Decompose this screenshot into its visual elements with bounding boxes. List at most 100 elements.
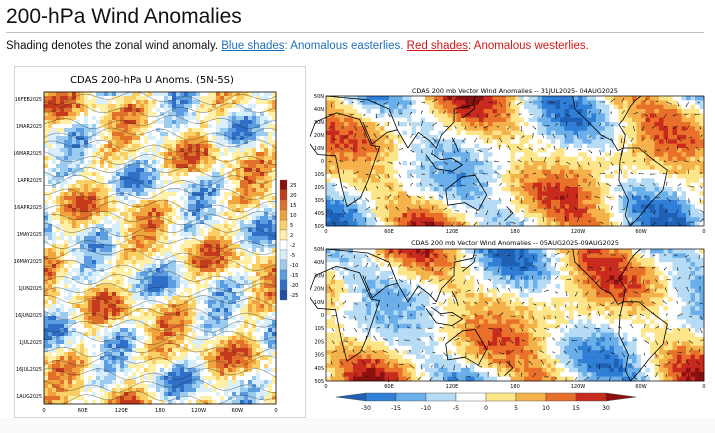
red-shades-link[interactable]: Red shades — [406, 40, 469, 52]
map-lat-label: 10S — [314, 172, 324, 178]
map-lon-label: 60W — [635, 229, 646, 235]
map-lon-label: 0 — [702, 384, 705, 390]
hovmoller-colorbar-label: -20 — [290, 283, 298, 289]
map-top-lat-labels: 50N 40N 30N 20N 10N 0 10S 20S 30S 40S 50S — [314, 94, 324, 230]
hovmoller-date-label: 16FEB2025 — [15, 97, 42, 103]
hovmoller-date-label: 1APR2025 — [17, 178, 42, 184]
hovmoller-colorbar-swatch — [279, 289, 288, 301]
blue-shades-link[interactable]: Blue shades — [221, 40, 285, 52]
page-title: 200-hPa Wind Anomalies — [6, 5, 242, 28]
hovmoller-date-label: 16MAY2025 — [14, 259, 42, 265]
hovmoller-date-label: 1AUG2025 — [16, 394, 42, 400]
title-divider — [6, 32, 704, 33]
map-colorbar-swatch — [545, 392, 577, 402]
map-colorbar-label: 30 — [602, 405, 610, 412]
map-colorbar-swatch — [425, 392, 457, 402]
hovmoller-colorbar-swatch — [279, 259, 288, 271]
red-shades-text: : Anomalous westerlies. — [468, 40, 589, 52]
map-top-axes-box — [325, 95, 705, 227]
map-colorbar-swatch — [365, 392, 397, 402]
hovmoller-lon-label: 120E — [115, 408, 128, 414]
map-lat-label: 10N — [314, 300, 324, 306]
map-colorbar-swatch — [455, 392, 487, 402]
map-lat-label: 40N — [314, 260, 324, 266]
map-lon-label: 60W — [635, 384, 646, 390]
map-lat-label: 50N — [314, 94, 324, 100]
hovmoller-date-label: 16MAR2025 — [14, 151, 42, 157]
vector-wind-map-bottom[interactable]: CDAS 200 mb Vector Wind Anomalies -- 05A… — [310, 236, 708, 392]
hovmoller-figure[interactable]: CDAS 200-hPa U Anoms. (5N-5S) 16FEB20251… — [14, 66, 306, 418]
map-colorbar-label: 15 — [572, 405, 580, 412]
map-lat-label: 20S — [314, 185, 324, 191]
map-colorbar-label: 0 — [484, 405, 488, 412]
map-lon-label: 180 — [510, 229, 520, 235]
hovmoller-date-label: 1MAR2025 — [16, 124, 42, 130]
map-colorbar-label: -5 — [453, 405, 459, 412]
hovmoller-shading — [43, 91, 277, 405]
map-lat-label: 20N — [314, 287, 324, 293]
map-colorbar-swatch — [485, 392, 517, 402]
hovmoller-colorbar-swatch — [279, 179, 288, 191]
map-lat-label: 0 — [321, 159, 324, 165]
subtitle-intro: Shading denotes the zonal wind anomaly. — [6, 40, 222, 52]
map-colorbar: -30 -15 -10 -5 0 5 10 15 30 — [335, 392, 637, 412]
hovmoller-colorbar-swatch — [279, 249, 288, 261]
map-lon-label: 120E — [446, 229, 459, 235]
map-bottom-lat-labels: 50N 40N 30N 20N 10N 0 10S 20S 30S 40S 50S — [314, 247, 324, 385]
hovmoller-title: CDAS 200-hPa U Anoms. (5N-5S) — [70, 75, 234, 86]
hovmoller-colorbar-swatch — [279, 279, 288, 291]
map-bottom-title: CDAS 200 mb Vector Wind Anomalies -- 05A… — [411, 239, 619, 247]
hovmoller-date-label: 1MAY2025 — [17, 232, 42, 238]
hovmoller-colorbar-swatch — [279, 269, 288, 281]
hovmoller-date-label: 16APR2025 — [14, 205, 42, 211]
hovmoller-colorbar-swatch — [279, 189, 288, 201]
hovmoller-date-label: 1JUL2025 — [19, 340, 42, 346]
map-colorbar-swatch — [395, 392, 427, 402]
map-colorbar-labels: -30 -15 -10 -5 0 5 10 15 30 — [361, 405, 610, 412]
map-lat-label: 30N — [314, 273, 324, 279]
map-bottom-axes-box — [325, 248, 705, 382]
map-colorbar-swatch — [515, 392, 547, 402]
hovmoller-lon-label: 60W — [231, 408, 243, 414]
hovmoller-colorbar-label: 10 — [290, 213, 297, 219]
map-bottom-wind-vectors — [327, 250, 705, 383]
map-colorbar-swatch — [605, 392, 637, 402]
map-lon-label: 0 — [702, 229, 705, 235]
map-lat-label: 0 — [321, 313, 324, 319]
hovmoller-axes-box — [43, 91, 277, 405]
map-colorbar-swatch — [575, 392, 607, 402]
hovmoller-date-label: 16JUL2025 — [16, 367, 42, 373]
hovmoller-colorbar-label: 25 — [290, 183, 297, 189]
map-lat-label: 30S — [314, 198, 324, 204]
hovmoller-colorbar-swatch — [279, 239, 288, 251]
hovmoller-date-label: 1JUN2025 — [18, 286, 42, 292]
map-colorbar-swatches — [335, 392, 637, 402]
map-top-lon-labels: 0 60E 120E 180 120W 60W 0 — [324, 229, 705, 235]
vector-wind-map-top[interactable]: CDAS 200 mb Vector Wind Anomalies -- 31J… — [310, 86, 708, 236]
page-bottom-strip — [0, 418, 715, 433]
map-lat-label: 40S — [314, 366, 324, 372]
map-top-coastlines — [310, 95, 668, 227]
hovmoller-colorbar-label: 15 — [290, 203, 297, 209]
map-colorbar-label: 10 — [542, 405, 550, 412]
map-lat-label: 40S — [314, 211, 324, 217]
map-lat-label: 30N — [314, 120, 324, 126]
map-lon-label: 0 — [324, 229, 327, 235]
hovmoller-colorbar-label: 5 — [290, 223, 293, 229]
hovmoller-date-labels: 16FEB2025 1MAR2025 16MAR2025 1APR2025 16APR2… — [14, 97, 42, 400]
page-subtitle: Shading denotes the zonal wind anomaly. … — [6, 40, 589, 52]
map-bottom-lon-labels: 0 60E 120E 180 120W 60W 0 — [324, 384, 705, 390]
map-colorbar-label: -15 — [391, 405, 401, 412]
map-colorbar-swatch — [335, 392, 367, 402]
map-lat-label: 30S — [314, 353, 324, 359]
hovmoller-lon-label: 180 — [155, 408, 165, 414]
map-colorbar-label: -10 — [421, 405, 431, 412]
map-lon-label: 180 — [510, 384, 520, 390]
map-colorbar-label: 5 — [514, 405, 518, 412]
map-lat-label: 50N — [314, 247, 324, 253]
hovmoller-colorbar-label: -2 — [290, 243, 295, 249]
hovmoller-lon-label: 60E — [78, 408, 88, 414]
map-lat-label: 40N — [314, 107, 324, 113]
hovmoller-lon-labels: 0 60E 120E 180 120W 60W 0 — [42, 408, 277, 414]
map-lat-label: 10S — [314, 326, 324, 332]
